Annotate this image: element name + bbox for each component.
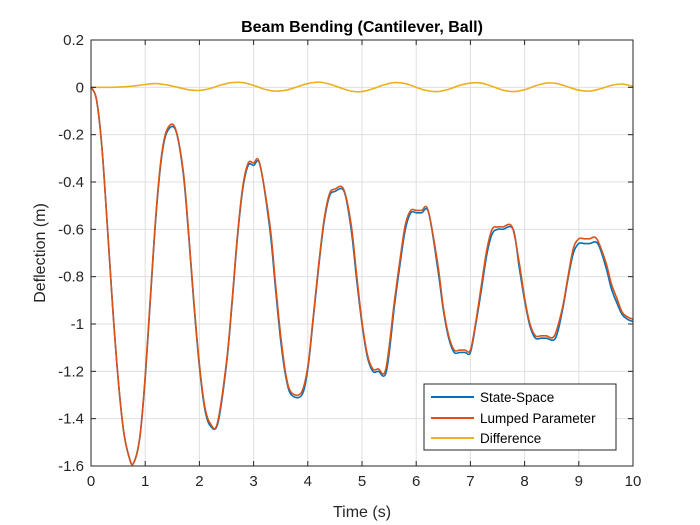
series-line-difference (90, 81, 634, 93)
series-line-lumped-parameter (90, 86, 634, 466)
y-tick-label: 0.2 (63, 32, 84, 49)
y-tick-label: -1.4 (58, 411, 84, 428)
x-tick-label: 5 (358, 473, 366, 490)
y-axis-label: Deflection (m) (32, 203, 49, 303)
series-layer (90, 81, 634, 466)
x-tick-label: 2 (195, 473, 203, 490)
legend-label-lumped-parameter: Lumped Parameter (480, 411, 596, 426)
legend: State-Space Lumped Parameter Difference (423, 383, 617, 451)
y-tick-label: -0.6 (58, 221, 84, 238)
x-tick-label: 10 (625, 473, 642, 490)
chart-title: Beam Bending (Cantilever, Ball) (241, 19, 483, 36)
x-tick-label: 6 (412, 473, 420, 490)
y-tick-label: -1.6 (58, 458, 84, 475)
x-axis-label: Time (s) (333, 504, 391, 521)
x-tick-label: 4 (304, 473, 312, 490)
x-tick-label: 3 (249, 473, 257, 490)
y-tick-label: -0.2 (58, 127, 84, 144)
ticks (90, 39, 634, 467)
tick-labels: 0 1 2 3 4 5 6 7 8 9 10 0.2 0 -0.2 -0.4 -0.6 -0.8 -1 -1.2 -1… (58, 32, 641, 490)
y-tick-label: -1 (71, 316, 84, 333)
x-tick-label: 0 (87, 473, 95, 490)
x-tick-label: 1 (141, 473, 149, 490)
y-tick-label: 0 (76, 79, 84, 96)
x-tick-label: 9 (575, 473, 583, 490)
y-tick-label: -0.8 (58, 269, 84, 286)
legend-label-difference: Difference (480, 431, 541, 446)
y-tick-label: -0.4 (58, 174, 84, 191)
x-tick-label: 7 (466, 473, 474, 490)
y-tick-label: -1.2 (58, 363, 84, 380)
legend-label-state-space: State-Space (480, 390, 554, 405)
x-tick-label: 8 (520, 473, 528, 490)
